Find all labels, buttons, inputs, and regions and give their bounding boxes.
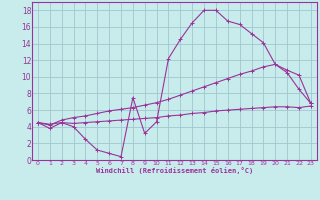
X-axis label: Windchill (Refroidissement éolien,°C): Windchill (Refroidissement éolien,°C)	[96, 167, 253, 174]
